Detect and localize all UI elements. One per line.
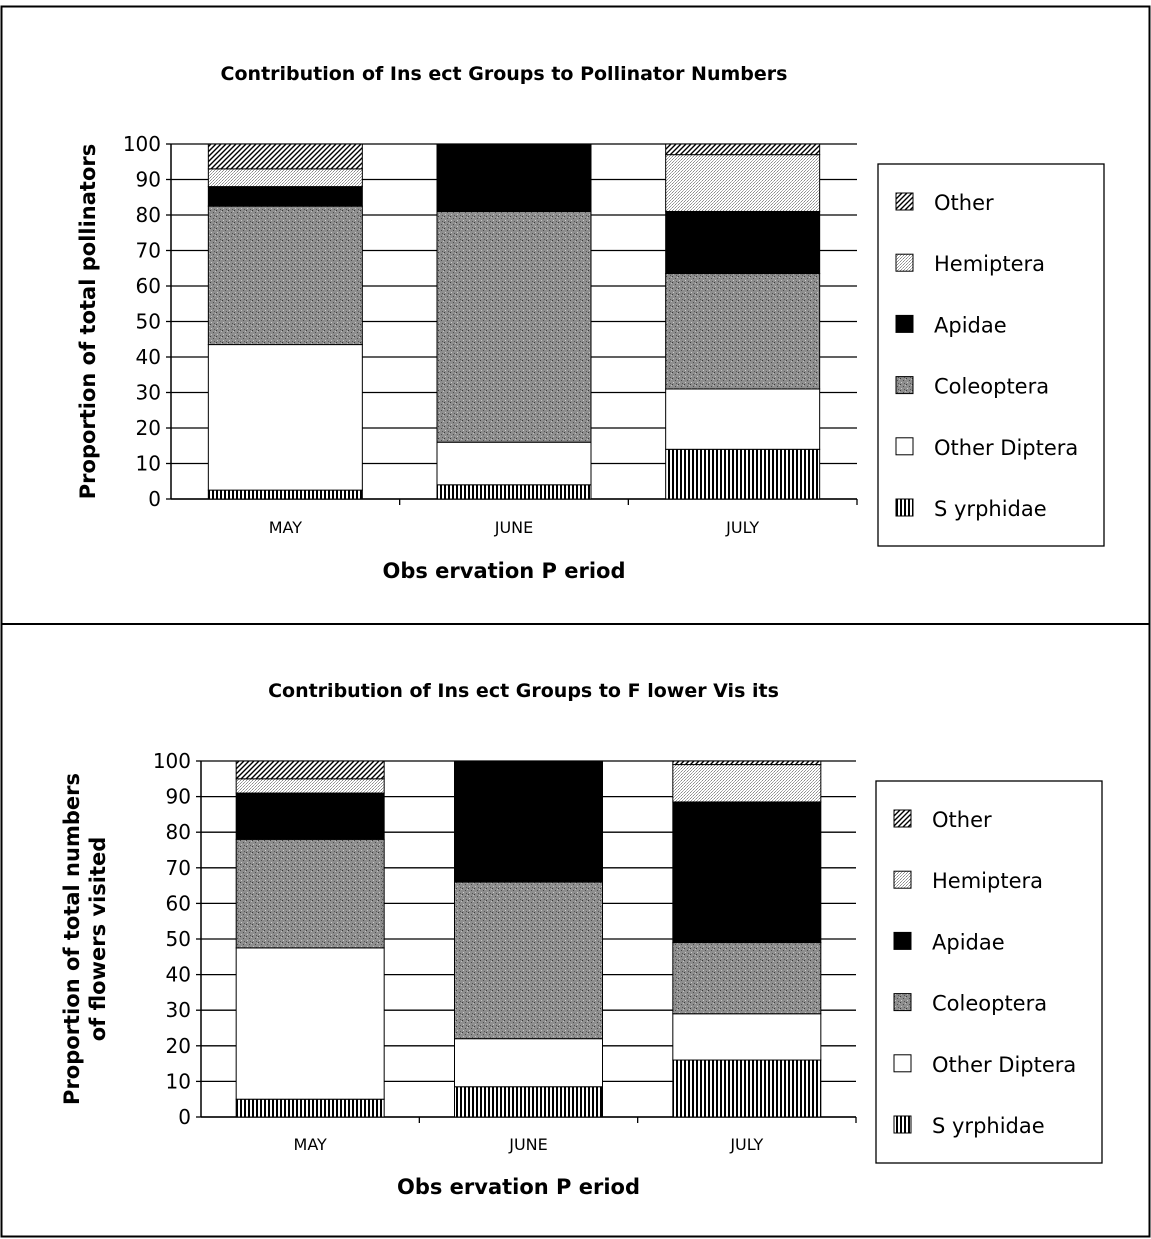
bar-segment-may-coleoptera bbox=[207, 205, 363, 346]
legend-label-other-diptera: Other Diptera bbox=[932, 1053, 1076, 1077]
y-tick-label: 100 bbox=[153, 749, 191, 773]
legend-label-other: Other bbox=[934, 191, 994, 215]
bar-segment-july-other bbox=[672, 760, 822, 766]
y-axis-label: Proportion of total numbers bbox=[60, 773, 84, 1105]
bar-segment-may-hemiptera bbox=[207, 168, 363, 188]
chart-pollinator-numbers: Contribution of Ins ect Groups to Pollin… bbox=[76, 63, 1105, 583]
y-tick-label: 70 bbox=[166, 856, 191, 880]
bar-segment-july-other bbox=[665, 143, 821, 156]
legend-label-s-yrphidae: S yrphidae bbox=[934, 497, 1047, 521]
bar-segment-may-other-diptera bbox=[207, 344, 363, 491]
chart-title: Contribution of Ins ect Groups to Pollin… bbox=[221, 63, 788, 85]
x-tick-label: MAY bbox=[294, 1135, 328, 1154]
bar-segment-july-s-yrphidae bbox=[665, 448, 821, 500]
legend-label-coleoptera: Coleoptera bbox=[932, 992, 1047, 1016]
x-tick-label: MAY bbox=[269, 518, 303, 537]
legend-swatch-coleoptera bbox=[893, 993, 912, 1012]
legend-swatch-other-diptera bbox=[895, 437, 914, 456]
bar-segment-june-coleoptera bbox=[436, 210, 592, 443]
bar-segment-june-coleoptera bbox=[454, 881, 603, 1040]
legend-label-coleoptera: Coleoptera bbox=[934, 375, 1049, 399]
y-tick-label: 10 bbox=[166, 1069, 191, 1093]
bar-segment-july-coleoptera bbox=[672, 942, 822, 1015]
legend-label-apidae: Apidae bbox=[932, 930, 1005, 954]
y-tick-label: 90 bbox=[166, 785, 191, 809]
y-axis-label: of flowers visited bbox=[86, 837, 110, 1042]
legend-label-apidae: Apidae bbox=[934, 313, 1007, 337]
x-axis-label: Obs ervation P eriod bbox=[397, 1175, 640, 1199]
bar-segment-july-apidae bbox=[672, 801, 822, 944]
y-tick-label: 60 bbox=[166, 891, 191, 915]
y-tick-label: 70 bbox=[136, 239, 161, 263]
bar-segment-may-s-yrphidae bbox=[235, 1098, 385, 1118]
legend-swatch-other bbox=[895, 192, 914, 211]
legend-label-other: Other bbox=[932, 808, 992, 832]
bar-segment-june-s-yrphidae bbox=[454, 1086, 603, 1118]
y-tick-label: 30 bbox=[136, 381, 161, 405]
bar-segment-may-apidae bbox=[207, 186, 363, 207]
legend-swatch-s-yrphidae bbox=[893, 1115, 912, 1134]
legend-swatch-other bbox=[893, 809, 912, 828]
legend-box bbox=[877, 163, 1105, 547]
bar-segment-may-coleoptera bbox=[235, 838, 385, 949]
y-tick-label: 0 bbox=[178, 1105, 191, 1129]
legend-swatch-hemiptera bbox=[895, 253, 914, 272]
legend-swatch-hemiptera bbox=[893, 870, 912, 889]
bar-segment-may-hemiptera bbox=[235, 778, 385, 794]
x-tick-label: JUNE bbox=[508, 1135, 548, 1154]
bar-segment-july-hemiptera bbox=[665, 154, 821, 212]
bar-segment-june-other-diptera bbox=[436, 441, 592, 486]
legend-swatch-apidae bbox=[893, 931, 912, 950]
bar-segment-july-s-yrphidae bbox=[672, 1059, 822, 1118]
bar-segment-june-apidae bbox=[436, 143, 592, 212]
y-axis-label: Proportion of total pollinators bbox=[76, 144, 100, 499]
bar-segment-june-apidae bbox=[454, 760, 603, 883]
legend-box bbox=[875, 780, 1103, 1164]
bar-segment-june-s-yrphidae bbox=[436, 484, 592, 500]
y-tick-label: 100 bbox=[123, 132, 161, 156]
legend-label-other-diptera: Other Diptera bbox=[934, 436, 1078, 460]
y-tick-label: 80 bbox=[136, 203, 161, 227]
y-tick-label: 40 bbox=[166, 963, 191, 987]
chart-title: Contribution of Ins ect Groups to F lowe… bbox=[268, 680, 779, 702]
y-tick-label: 0 bbox=[148, 487, 161, 511]
bar-segment-may-other-diptera bbox=[235, 947, 385, 1100]
y-tick-label: 90 bbox=[136, 168, 161, 192]
x-axis-label: Obs ervation P eriod bbox=[382, 559, 625, 583]
y-tick-label: 50 bbox=[166, 927, 191, 951]
bar-segment-july-apidae bbox=[665, 210, 821, 275]
x-tick-label: JUNE bbox=[494, 518, 534, 537]
figure-border bbox=[0, 5, 1151, 1238]
y-tick-label: 30 bbox=[166, 998, 191, 1022]
bar-segment-may-s-yrphidae bbox=[207, 489, 363, 500]
bar-segment-july-other-diptera bbox=[672, 1013, 822, 1061]
bar-segment-july-coleoptera bbox=[665, 273, 821, 390]
chart-flower-visits: Contribution of Ins ect Groups to F lowe… bbox=[60, 680, 1103, 1199]
y-tick-label: 60 bbox=[136, 274, 161, 298]
y-tick-label: 20 bbox=[166, 1034, 191, 1058]
legend-label-hemiptera: Hemiptera bbox=[932, 869, 1043, 893]
bar-segment-july-other-diptera bbox=[665, 388, 821, 450]
y-tick-label: 50 bbox=[136, 310, 161, 334]
legend-swatch-s-yrphidae bbox=[895, 498, 914, 517]
bar-segment-july-hemiptera bbox=[672, 764, 822, 803]
x-tick-label: JULY bbox=[729, 1135, 763, 1154]
legend-swatch-apidae bbox=[895, 314, 914, 333]
y-tick-label: 40 bbox=[136, 345, 161, 369]
legend-label-s-yrphidae: S yrphidae bbox=[932, 1114, 1045, 1138]
y-tick-label: 20 bbox=[136, 416, 161, 440]
legend-swatch-coleoptera bbox=[895, 376, 914, 395]
x-tick-label: JULY bbox=[725, 518, 759, 537]
bar-segment-may-other bbox=[207, 143, 363, 170]
bar-segment-june-other-diptera bbox=[454, 1038, 603, 1088]
legend-label-hemiptera: Hemiptera bbox=[934, 252, 1045, 276]
y-tick-label: 10 bbox=[136, 452, 161, 476]
bar-segment-may-apidae bbox=[235, 792, 385, 840]
legend-swatch-other-diptera bbox=[893, 1054, 912, 1073]
y-tick-label: 80 bbox=[166, 820, 191, 844]
bar-segment-may-other bbox=[235, 760, 385, 780]
